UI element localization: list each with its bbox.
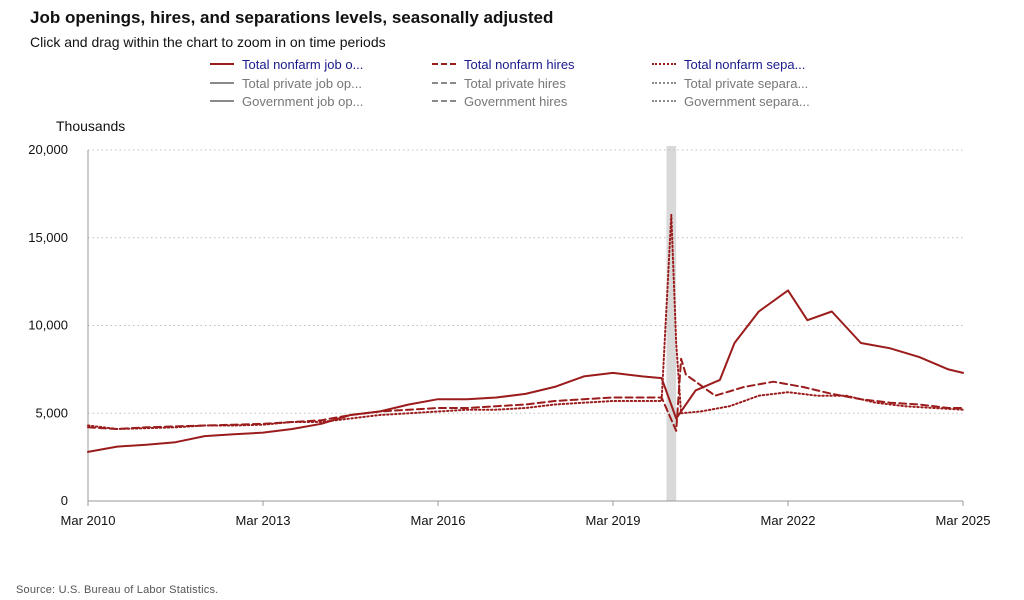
legend-swatch-dashed — [432, 63, 456, 65]
y-tick-label-0: 0 — [61, 493, 68, 508]
recession-band — [666, 146, 677, 501]
source-note: Source: U.S. Bureau of Labor Statistics. — [16, 584, 219, 596]
legend-item-7[interactable]: Government job op... — [210, 92, 363, 110]
series-line-solid — [87, 289, 964, 453]
chart-subtitle: Click and drag within the chart to zoom … — [30, 34, 386, 50]
x-tick-label-2013-03: Mar 2013 — [236, 513, 291, 528]
legend-item-1[interactable]: Total nonfarm job o... — [210, 55, 363, 73]
legend-item-5[interactable]: Total private hires — [432, 74, 566, 92]
legend-label: Total private hires — [464, 75, 566, 91]
x-tick-label-2025-03: Mar 2025 — [936, 513, 991, 528]
legend-label: Government separa... — [684, 93, 810, 109]
legend-item-4[interactable]: Total private job op... — [210, 74, 362, 92]
legend-swatch-dotted — [652, 100, 676, 102]
legend-swatch-dotted — [652, 82, 676, 84]
x-tick-label-2010-03: Mar 2010 — [61, 513, 116, 528]
legend-item-9[interactable]: Government separa... — [652, 92, 810, 110]
y-tick-label-20000: 20,000 — [28, 142, 68, 157]
legend: Total nonfarm job o... Total nonfarm hire… — [0, 0, 1024, 120]
legend-label: Total nonfarm job o... — [242, 56, 364, 72]
y-tick-label-10000: 10,000 — [28, 318, 68, 333]
legend-label: Total private job op... — [242, 75, 362, 91]
legend-item-8[interactable]: Government hires — [432, 92, 567, 110]
x-tick-label-2016-03: Mar 2016 — [411, 513, 466, 528]
x-tick-label-2019-03: Mar 2019 — [586, 513, 641, 528]
legend-item-2[interactable]: Total nonfarm hires — [432, 55, 575, 73]
legend-swatch-dotted — [652, 63, 676, 65]
legend-swatch-solid — [210, 100, 234, 102]
legend-item-3[interactable]: Total nonfarm sepa... — [652, 55, 805, 73]
y-tick-label-15000: 15,000 — [28, 230, 68, 245]
legend-label: Government hires — [464, 93, 568, 109]
legend-label: Total private separa... — [684, 75, 809, 91]
chart-plot[interactable]: 0 5,000 10,000 15,000 20,000 Mar 2010 Mar 2013… — [0, 0, 1024, 560]
y-tick-label-5000: 5,000 — [35, 405, 68, 420]
legend-swatch-solid — [210, 82, 234, 84]
y-axis-label: Thousands — [56, 118, 126, 134]
legend-label: Total nonfarm sepa... — [684, 56, 806, 72]
series-line-dotted — [87, 213, 964, 430]
legend-item-6[interactable]: Total private separa... — [652, 74, 808, 92]
legend-swatch-solid — [210, 63, 234, 65]
legend-label: Total nonfarm hires — [464, 56, 575, 72]
chart-title: Job openings, hires, and separations lev… — [30, 8, 554, 27]
legend-swatch-dashed — [432, 100, 456, 102]
legend-label: Government job op... — [242, 93, 364, 109]
x-tick-label-2022-03: Mar 2022 — [761, 513, 816, 528]
legend-swatch-dashed — [432, 82, 456, 84]
